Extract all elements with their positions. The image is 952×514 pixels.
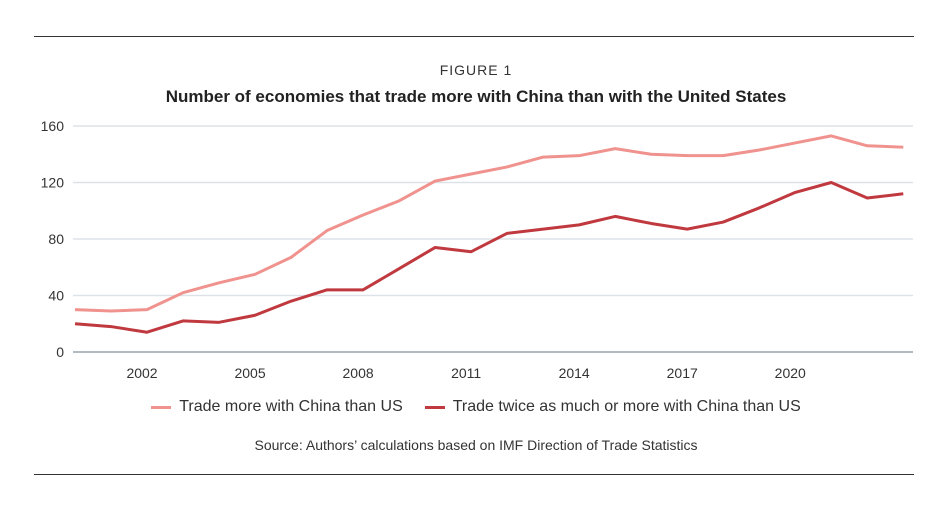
legend-item-1: Trade twice as much or more with China t… [424, 398, 801, 416]
series-line-0 [74, 134, 904, 313]
legend-item-0: Trade more with China than US [151, 398, 403, 416]
legend-swatch [151, 405, 172, 409]
chart-title: Number of economies that trade more with… [165, 87, 787, 106]
y-tick-label: 0 [56, 344, 64, 360]
x-tick-label: 2020 [775, 365, 806, 381]
x-tick-label: 2017 [667, 365, 698, 381]
legend-swatch [424, 405, 445, 409]
source-note: Source: Authors’ calculations based on I… [254, 437, 698, 453]
x-tick-label: 2008 [343, 365, 374, 381]
series-line-1 [74, 181, 904, 334]
x-tick-label: 2011 [451, 365, 481, 381]
figure-label: FIGURE 1 [439, 62, 513, 78]
y-tick-label: 40 [48, 288, 64, 304]
x-tick-label: 2005 [234, 365, 265, 381]
y-tick-label: 160 [41, 118, 65, 134]
bottom-rule [34, 474, 914, 475]
legend-label: Trade twice as much or more with China t… [452, 398, 801, 415]
x-tick-label: 2002 [126, 365, 157, 381]
y-tick-label: 120 [41, 175, 65, 191]
top-rule [34, 36, 914, 37]
legend-label: Trade more with China than US [179, 398, 403, 415]
x-tick-label: 2014 [559, 365, 590, 381]
y-tick-label: 80 [48, 231, 64, 247]
legend: Trade more with China than US Trade twic… [0, 398, 952, 416]
